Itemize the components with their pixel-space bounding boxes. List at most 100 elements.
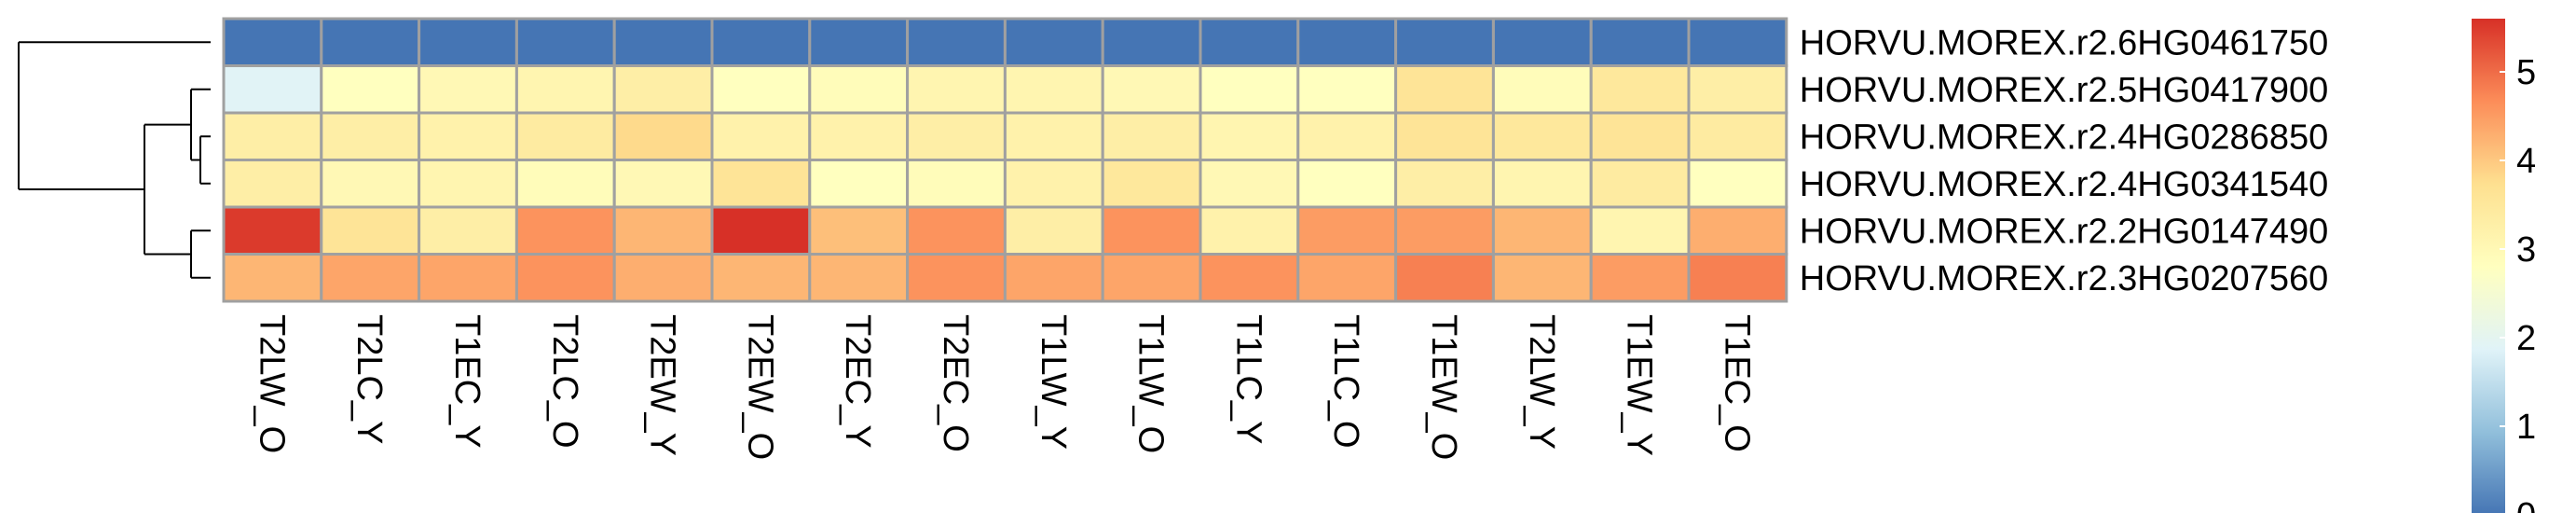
heatmap-cell bbox=[1199, 159, 1300, 209]
heatmap-cell bbox=[906, 205, 1007, 256]
heatmap-cell bbox=[906, 64, 1007, 115]
heatmap-cell bbox=[1589, 111, 1691, 161]
heatmap-cell bbox=[1394, 111, 1495, 161]
heatmap-cell bbox=[808, 111, 910, 161]
column-label: T2EC_Y bbox=[838, 314, 877, 449]
heatmap-cell bbox=[222, 17, 323, 67]
row-labels: HORVU.MOREX.r2.6HG0461750 HORVU.MOREX.r2.… bbox=[1800, 23, 2328, 298]
heatmap-cell bbox=[514, 253, 616, 303]
heatmap-cell bbox=[1589, 64, 1691, 115]
column-label: T2EW_Y bbox=[643, 314, 682, 456]
heatmap-cell bbox=[418, 159, 518, 209]
heatmap-cell bbox=[1589, 253, 1691, 303]
heatmap-cell bbox=[1101, 253, 1202, 303]
heatmap-cell bbox=[1101, 64, 1202, 115]
column-label: T2EC_O bbox=[936, 314, 975, 452]
heatmap-cell bbox=[1199, 253, 1300, 303]
heatmap-cell bbox=[1101, 205, 1202, 256]
heatmap-cell bbox=[1394, 159, 1495, 209]
heatmap-cell bbox=[514, 205, 616, 256]
heatmap-cell bbox=[1589, 17, 1691, 67]
heatmap-cell bbox=[1296, 205, 1398, 256]
row-label: HORVU.MOREX.r2.4HG0286850 bbox=[1800, 118, 2328, 157]
heatmap-cell bbox=[1101, 111, 1202, 161]
heatmap-cell bbox=[612, 111, 714, 161]
heatmap-cell bbox=[320, 64, 421, 115]
heatmap-cell bbox=[1394, 205, 1495, 256]
legend-tick-label: 2 bbox=[2516, 319, 2536, 358]
heatmap-cell bbox=[1199, 205, 1300, 256]
heatmap-cell bbox=[418, 205, 518, 256]
heatmap-cell bbox=[1491, 64, 1593, 115]
heatmap-cell bbox=[1687, 253, 1788, 303]
heatmap-cell bbox=[320, 159, 421, 209]
heatmap-cell bbox=[1296, 111, 1398, 161]
heatmap-cell bbox=[1296, 159, 1398, 209]
row-label: HORVU.MOREX.r2.5HG0417900 bbox=[1800, 71, 2328, 110]
column-label: T1EW_O bbox=[1424, 314, 1463, 460]
heatmap-cell bbox=[612, 253, 714, 303]
heatmap-cell bbox=[1003, 17, 1104, 67]
heatmap-cell bbox=[906, 17, 1007, 67]
heatmap-cell bbox=[1491, 253, 1593, 303]
heatmap-cell bbox=[1491, 17, 1593, 67]
column-label: T2LC_Y bbox=[349, 314, 389, 444]
heatmap-cell bbox=[906, 253, 1007, 303]
heatmap-cells bbox=[222, 17, 1788, 303]
heatmap-cell bbox=[1687, 205, 1788, 256]
heatmap-cell bbox=[612, 205, 714, 256]
heatmap-cell bbox=[710, 64, 812, 115]
heatmap-cell bbox=[1687, 159, 1788, 209]
heatmap-cell bbox=[1199, 64, 1300, 115]
heatmap-cell bbox=[808, 64, 910, 115]
heatmap-cell bbox=[710, 253, 812, 303]
heatmap-cell bbox=[514, 159, 616, 209]
column-label: T1EW_Y bbox=[1620, 314, 1659, 456]
heatmap-cell bbox=[514, 111, 616, 161]
heatmap-cell bbox=[514, 17, 616, 67]
heatmap-cell bbox=[514, 64, 616, 115]
heatmap-cell bbox=[1296, 253, 1398, 303]
heatmap-cell bbox=[1589, 159, 1691, 209]
heatmap-cell bbox=[808, 253, 910, 303]
column-labels: T2LW_O T2LC_Y T1EC_Y T2LC_O T2EW_Y T2EW_O T2EC… bbox=[252, 314, 1756, 460]
row-label: HORVU.MOREX.r2.2HG0147490 bbox=[1800, 212, 2328, 251]
row-label: HORVU.MOREX.r2.4HG0341540 bbox=[1800, 165, 2328, 204]
heatmap-cell bbox=[906, 111, 1007, 161]
legend-tick-label: 5 bbox=[2516, 53, 2536, 92]
heatmap-cell bbox=[418, 17, 518, 67]
heatmap-cell bbox=[1394, 17, 1495, 67]
legend-tick-label: 4 bbox=[2516, 142, 2536, 181]
heatmap-cell bbox=[710, 159, 812, 209]
heatmap-cell bbox=[808, 205, 910, 256]
row-label: HORVU.MOREX.r2.3HG0207560 bbox=[1800, 259, 2328, 298]
heatmap-cell bbox=[1687, 17, 1788, 67]
heatmap-cell bbox=[1687, 111, 1788, 161]
heatmap-cell bbox=[418, 64, 518, 115]
heatmap-cell bbox=[1003, 205, 1104, 256]
column-label: T2LC_O bbox=[545, 314, 584, 449]
heatmap-cell bbox=[612, 64, 714, 115]
heatmap-cell bbox=[710, 17, 812, 67]
row-dendrogram bbox=[18, 41, 211, 279]
heatmap-cell bbox=[1491, 111, 1593, 161]
heatmap-cell bbox=[1589, 205, 1691, 256]
heatmap-cell bbox=[1101, 17, 1202, 67]
heatmap-cell bbox=[320, 205, 421, 256]
heatmap-cell bbox=[222, 253, 323, 303]
heatmap-cell bbox=[1491, 159, 1593, 209]
heatmap-cell bbox=[222, 111, 323, 161]
legend-tick-label: 3 bbox=[2516, 230, 2536, 270]
column-label: T2LW_O bbox=[252, 314, 291, 453]
heatmap-cell bbox=[1687, 64, 1788, 115]
heatmap-cell bbox=[1394, 253, 1495, 303]
legend-color-bar bbox=[2472, 19, 2505, 513]
heatmap-cell bbox=[418, 253, 518, 303]
heatmap-cell bbox=[808, 159, 910, 209]
heatmap-cell bbox=[320, 17, 421, 67]
column-label: T1LC_O bbox=[1326, 314, 1365, 449]
column-label: T2LW_Y bbox=[1522, 314, 1561, 450]
color-legend: 0 1 2 3 4 5 bbox=[2472, 19, 2536, 513]
heatmap-cell bbox=[1003, 64, 1104, 115]
